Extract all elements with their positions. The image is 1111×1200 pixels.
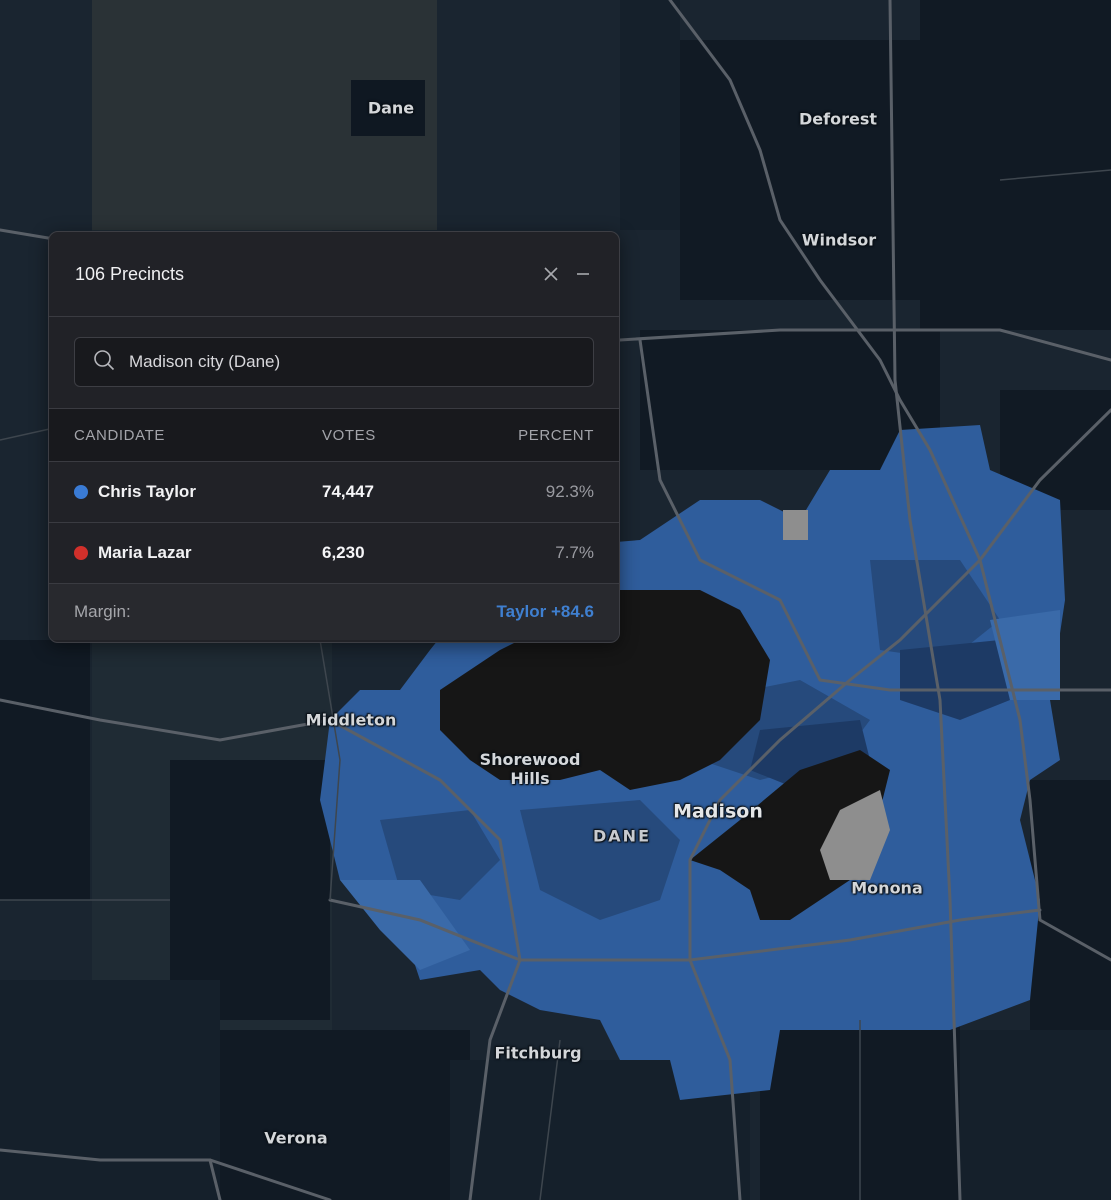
madison-light-precincts xyxy=(340,610,1060,970)
party-dot-icon xyxy=(74,546,88,560)
panel-title: 106 Precincts xyxy=(75,263,185,284)
candidate-name: Maria Lazar xyxy=(98,543,192,562)
madison-mid-precincts xyxy=(380,560,1000,920)
percent-value: 92.3% xyxy=(545,482,594,501)
header-actions xyxy=(541,264,593,284)
table-row[interactable]: Maria Lazar 6,230 7.7% xyxy=(49,523,619,584)
dane-precinct xyxy=(351,80,425,136)
margin-label: Margin: xyxy=(74,602,131,621)
column-votes[interactable]: VOTES xyxy=(322,426,376,444)
votes-value: 74,447 xyxy=(322,482,374,501)
close-icon[interactable] xyxy=(541,264,561,284)
margin-footer: Margin: Taylor +84.6 xyxy=(49,584,619,640)
label-middleton: Middleton xyxy=(305,710,397,730)
candidate-cell: Maria Lazar xyxy=(74,543,322,563)
search-input[interactable] xyxy=(127,351,575,373)
candidate-name: Chris Taylor xyxy=(98,482,196,501)
results-panel: 106 Precincts CANDIDATE VOTES PERCENT Ch… xyxy=(48,231,620,643)
monona-unknown xyxy=(820,790,890,880)
votes-value: 6,230 xyxy=(322,543,365,562)
label-fitchburg: Fitchburg xyxy=(494,1043,582,1063)
unknown-precinct xyxy=(783,510,808,540)
label-verona: Verona xyxy=(264,1128,328,1148)
percent-value: 7.7% xyxy=(555,543,594,562)
label-windsor: Windsor xyxy=(801,230,877,250)
label-dane-county: DANE xyxy=(593,826,651,846)
party-dot-icon xyxy=(74,485,88,499)
panel-header: 106 Precincts xyxy=(49,232,619,317)
label-deforest: Deforest xyxy=(799,109,877,129)
margin-value: Taylor +84.6 xyxy=(496,602,595,621)
candidate-cell: Chris Taylor xyxy=(74,482,322,502)
minimize-icon[interactable] xyxy=(573,264,593,284)
table-row[interactable]: Chris Taylor 74,447 92.3% xyxy=(49,462,619,523)
label-madison: Madison xyxy=(673,800,763,823)
results-table-header: CANDIDATE VOTES PERCENT xyxy=(49,409,619,462)
label-dane-town: Dane xyxy=(367,98,415,118)
column-candidate[interactable]: CANDIDATE xyxy=(74,426,165,444)
search-icon xyxy=(93,349,115,376)
column-percent[interactable]: PERCENT xyxy=(518,426,594,444)
search-box[interactable] xyxy=(74,337,594,387)
label-monona: Monona xyxy=(851,878,923,898)
label-shorewood-hills: Shorewood Hills xyxy=(479,750,581,788)
search-section xyxy=(49,317,619,409)
minor-roads xyxy=(0,169,1111,1200)
